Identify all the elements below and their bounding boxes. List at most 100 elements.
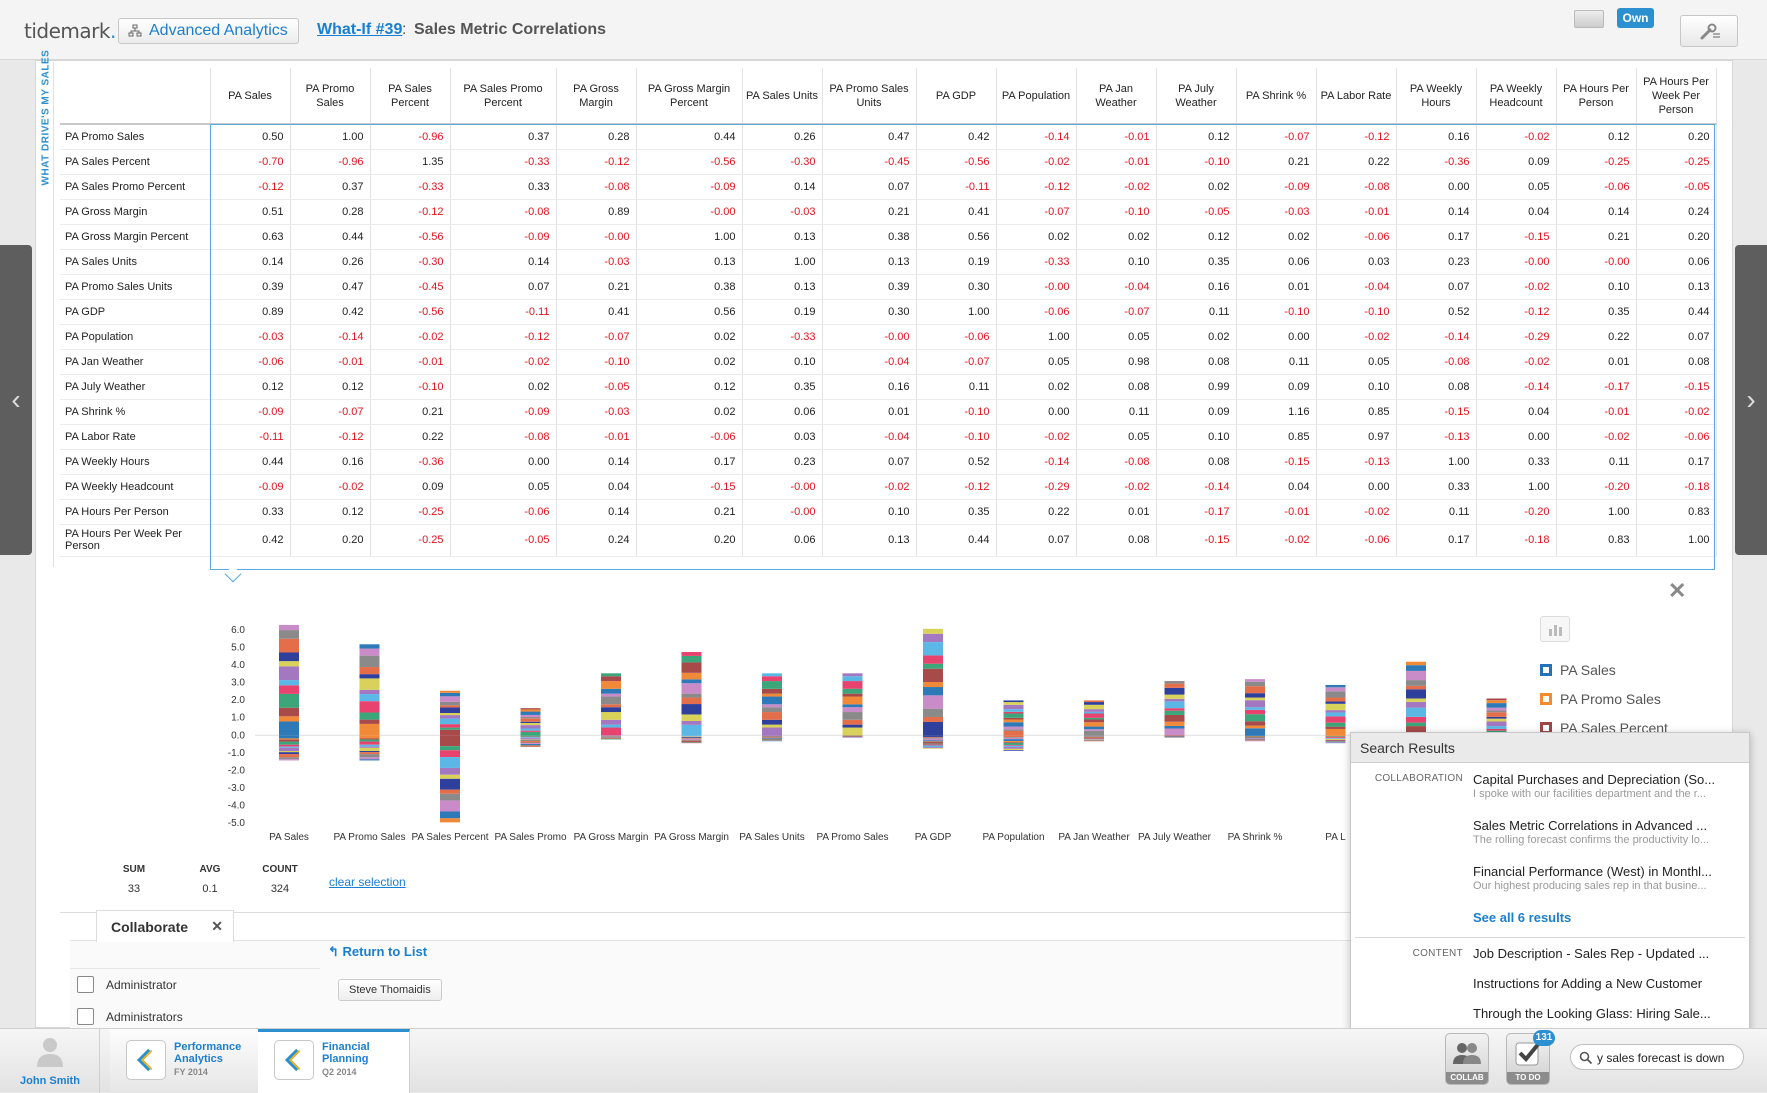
bar-segment[interactable] (1084, 737, 1104, 738)
table-cell[interactable]: 0.16 (1156, 274, 1236, 299)
bar-segment[interactable] (682, 698, 702, 705)
bar-segment[interactable] (279, 708, 299, 717)
table-cell[interactable]: -0.17 (1556, 374, 1636, 399)
table-cell[interactable]: 0.19 (916, 249, 996, 274)
table-cell[interactable]: -0.33 (370, 174, 450, 199)
table-cell[interactable]: 0.08 (1636, 349, 1716, 374)
table-cell[interactable]: 0.41 (556, 299, 636, 324)
bar-segment[interactable] (1326, 740, 1346, 741)
bar-segment[interactable] (762, 736, 782, 737)
bar-segment[interactable] (360, 720, 380, 724)
bar-segment[interactable] (521, 728, 541, 730)
table-cell[interactable]: 0.09 (370, 474, 450, 499)
table-cell[interactable]: -0.01 (1316, 199, 1396, 224)
table-cell[interactable]: 0.12 (636, 374, 742, 399)
table-cell[interactable]: 0.09 (1236, 374, 1316, 399)
table-cell[interactable]: -0.11 (450, 299, 556, 324)
global-search[interactable] (1570, 1044, 1744, 1070)
bar-segment[interactable] (682, 737, 702, 738)
own-badge[interactable]: Own (1617, 8, 1654, 28)
table-cell[interactable]: -0.14 (996, 449, 1076, 474)
bar-segment[interactable] (1004, 738, 1024, 739)
table-cell[interactable]: -0.36 (1396, 149, 1476, 174)
bar-segment[interactable] (1326, 727, 1346, 729)
table-cell[interactable]: 0.33 (210, 499, 290, 524)
table-cell[interactable]: 0.02 (1156, 174, 1236, 199)
bar-segment[interactable] (360, 757, 380, 759)
table-cell[interactable]: 0.08 (1156, 349, 1236, 374)
table-cell[interactable]: -0.03 (1236, 199, 1316, 224)
row-header[interactable]: PA GDP (60, 299, 210, 324)
bar-stack[interactable] (521, 708, 541, 747)
table-cell[interactable]: 0.83 (1636, 499, 1716, 524)
bar-segment[interactable] (360, 752, 380, 754)
table-cell[interactable]: 0.13 (822, 249, 916, 274)
bar-segment[interactable] (521, 712, 541, 715)
bar-segment[interactable] (1406, 708, 1426, 717)
table-cell[interactable]: 0.13 (822, 524, 916, 556)
table-cell[interactable]: 0.02 (1156, 324, 1236, 349)
table-cell[interactable]: 0.39 (822, 274, 916, 299)
table-cell[interactable]: -0.02 (1236, 524, 1316, 556)
next-arrow[interactable]: › (1735, 245, 1767, 555)
bar-segment[interactable] (360, 713, 380, 720)
bar-segment[interactable] (923, 744, 943, 745)
bar-segment[interactable] (923, 735, 943, 737)
row-header[interactable]: PA Promo Sales (60, 124, 210, 149)
bar-segment[interactable] (843, 712, 863, 720)
bar-segment[interactable] (279, 661, 299, 666)
bar-segment[interactable] (1165, 715, 1185, 722)
table-cell[interactable]: 0.07 (1396, 274, 1476, 299)
bar-segment[interactable] (360, 649, 380, 656)
table-cell[interactable]: 0.05 (1476, 174, 1556, 199)
bar-segment[interactable] (440, 801, 460, 812)
search-result-item[interactable]: Job Description - Sales Rep - Updated ..… (1473, 946, 1735, 961)
bar-segment[interactable] (440, 768, 460, 775)
bar-segment[interactable] (1245, 686, 1265, 693)
bar-segment[interactable] (1004, 712, 1024, 714)
bar-segment[interactable] (1245, 707, 1265, 710)
bar-segment[interactable] (923, 748, 943, 749)
bar-segment[interactable] (843, 737, 863, 738)
table-cell[interactable]: 0.11 (1396, 499, 1476, 524)
bar-segment[interactable] (440, 790, 460, 794)
bar-segment[interactable] (923, 737, 943, 738)
column-header[interactable]: PA Shrink % (1236, 68, 1316, 124)
bar-segment[interactable] (1004, 705, 1024, 709)
table-cell[interactable]: 0.35 (742, 374, 822, 399)
table-cell[interactable]: -0.03 (556, 399, 636, 424)
bar-segment[interactable] (1004, 729, 1024, 731)
table-cell[interactable]: -0.70 (210, 149, 290, 174)
bar-segment[interactable] (440, 702, 460, 705)
bar-segment[interactable] (1326, 737, 1346, 738)
bar-segment[interactable] (1004, 746, 1024, 747)
bar-segment[interactable] (521, 735, 541, 736)
table-cell[interactable]: 1.00 (1636, 524, 1716, 556)
table-cell[interactable]: 0.83 (1556, 524, 1636, 556)
table-cell[interactable]: -0.09 (450, 399, 556, 424)
table-cell[interactable]: 0.24 (1636, 199, 1716, 224)
bar-segment[interactable] (1326, 704, 1346, 710)
bar-segment[interactable] (279, 639, 299, 653)
bar-segment[interactable] (1084, 712, 1104, 714)
table-cell[interactable]: 0.16 (290, 449, 370, 474)
bar-segment[interactable] (440, 779, 460, 790)
bar-segment[interactable] (923, 687, 943, 695)
table-cell[interactable]: -0.10 (1156, 149, 1236, 174)
bar-segment[interactable] (1406, 662, 1426, 665)
table-cell[interactable]: 0.12 (1156, 124, 1236, 149)
bar-segment[interactable] (360, 694, 380, 701)
table-cell[interactable]: -0.02 (1076, 174, 1156, 199)
bar-segment[interactable] (521, 738, 541, 739)
table-cell[interactable]: -0.02 (1476, 124, 1556, 149)
row-header[interactable]: PA Weekly Headcount (60, 474, 210, 499)
bar-segment[interactable] (1004, 739, 1024, 741)
table-cell[interactable]: -0.56 (916, 149, 996, 174)
table-cell[interactable]: 0.00 (1236, 324, 1316, 349)
table-cell[interactable]: -0.20 (1556, 474, 1636, 499)
